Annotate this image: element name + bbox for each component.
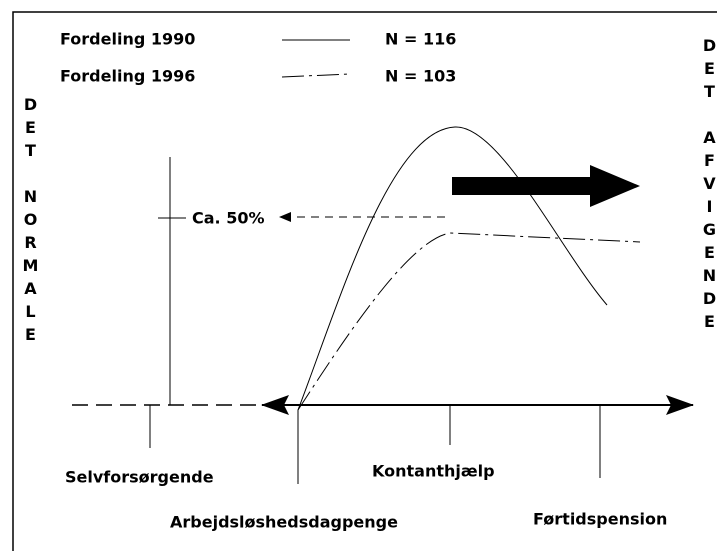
legend-label: Fordeling 1996: [60, 67, 195, 86]
left-label: DET NORMALE: [21, 95, 40, 348]
curve-1996: [297, 232, 641, 411]
legend-label: Fordeling 1990: [60, 30, 195, 49]
frame: [12, 11, 717, 551]
annotation: Ca. 50%: [192, 209, 264, 228]
big-arrow: [452, 165, 640, 207]
legend-line: [281, 73, 351, 78]
legend-n: N = 116: [385, 30, 456, 49]
axis-label: Kontanthjælp: [372, 462, 495, 481]
axis-label: Selvforsørgende: [65, 468, 214, 487]
right-label: DET AFVIGENDE: [700, 36, 717, 335]
axis-label: Arbejdsløshedsdagpenge: [170, 513, 398, 532]
axis-label: Førtidspension: [533, 510, 667, 529]
curve-1990: [297, 126, 608, 411]
legend-n: N = 103: [385, 67, 456, 86]
